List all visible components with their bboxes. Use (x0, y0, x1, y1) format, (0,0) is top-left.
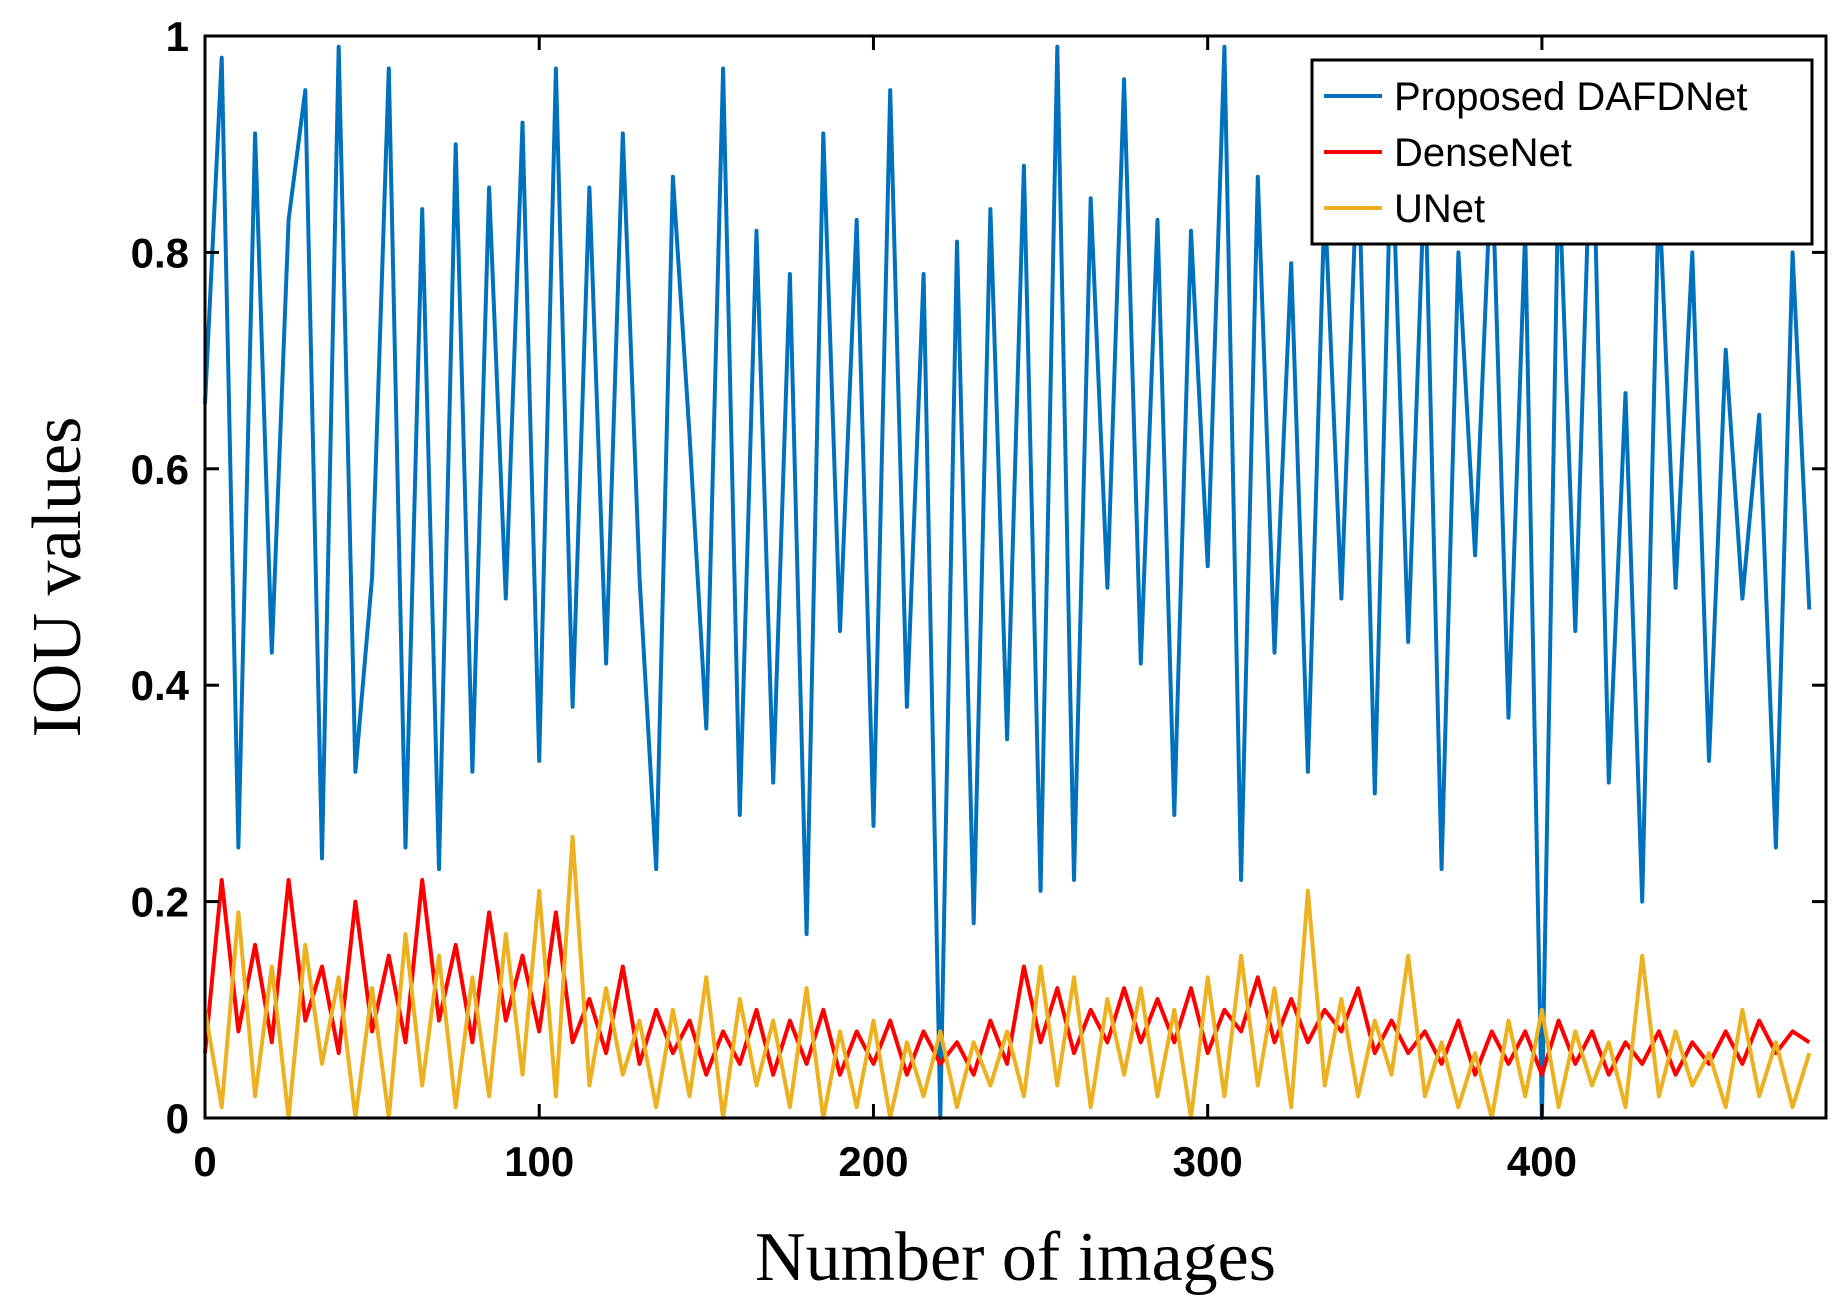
y-tick-label: 0.4 (131, 662, 190, 709)
series-line-unet (203, 834, 1812, 1120)
legend-label-proposed-dafdnet: Proposed DAFDNet (1394, 75, 1747, 119)
legend-label-unet: UNet (1394, 187, 1485, 231)
y-tick-label: 0.2 (131, 879, 189, 926)
x-axis-title: Number of images (755, 1219, 1276, 1296)
x-tick-label: 300 (1173, 1138, 1243, 1185)
y-tick-label: 0.6 (131, 446, 189, 493)
plot-frame (203, 34, 1828, 1120)
legend-box (1310, 58, 1814, 246)
legend-label-densenet: DenseNet (1394, 131, 1572, 175)
series-line-densenet (203, 878, 1811, 1077)
x-tick-label: 400 (1507, 1138, 1577, 1185)
legend: Proposed DAFDNet DenseNet UNet (1310, 58, 1814, 246)
x-tick-label: 0 (193, 1138, 216, 1185)
y-tick-label: 0.8 (131, 229, 189, 276)
tick-layer: 0 100 200 300 400 0 0.2 0.4 0.6 0.8 1 (131, 13, 1826, 1185)
y-tick-label: 0 (166, 1095, 189, 1142)
y-tick-label: 1 (166, 13, 189, 60)
x-tick-label: 200 (838, 1138, 908, 1185)
x-tick-label: 100 (504, 1138, 574, 1185)
y-axis-title: IOU values (19, 417, 96, 738)
